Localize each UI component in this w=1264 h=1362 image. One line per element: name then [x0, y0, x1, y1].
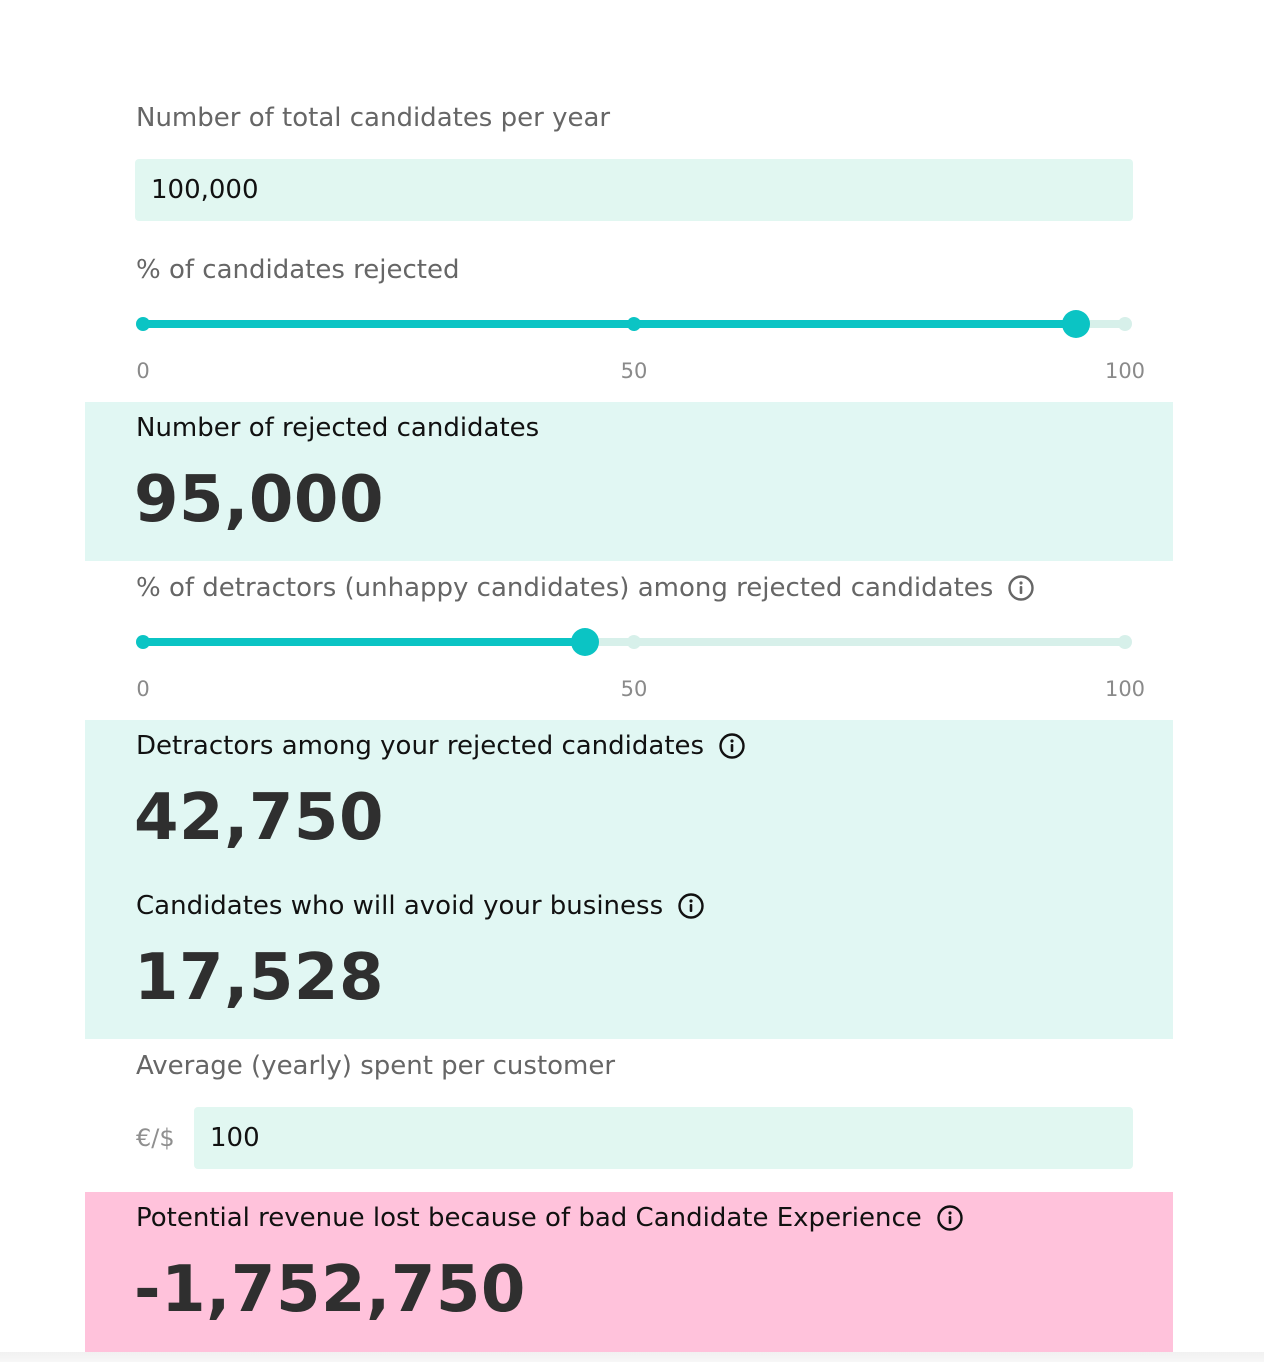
slider-tick-label-max: 100 [1104, 677, 1146, 701]
total-candidates-input[interactable] [135, 159, 1133, 221]
slider-mark-50 [627, 635, 641, 649]
avg-spend-label: Average (yearly) spent per customer [136, 1051, 616, 1081]
slider-tick-label-max: 100 [1104, 359, 1146, 383]
rejected-count-value: 95,000 [134, 463, 384, 537]
revenue-lost-panel [85, 1192, 1173, 1352]
slider-track-fill [143, 320, 1076, 328]
slider-tick-label-mid: 50 [620, 359, 648, 383]
detractors-value: 42,750 [134, 781, 384, 855]
info-icon[interactable] [1007, 574, 1035, 602]
slider-tick-label-mid: 50 [620, 677, 648, 701]
avoiders-value: 17,528 [134, 941, 384, 1015]
slider-tick-label-min: 0 [136, 677, 150, 701]
currency-prefix: €/$ [136, 1124, 175, 1152]
slider-tick-label-min: 0 [136, 359, 150, 383]
slider-mark-50 [627, 317, 641, 331]
slider-mark-100 [1118, 635, 1132, 649]
rejected-count-panel [85, 402, 1173, 561]
slider-mark-0 [136, 317, 150, 331]
info-icon[interactable] [718, 732, 746, 760]
detractors-panel [85, 720, 1173, 1039]
slider-handle[interactable] [1061, 310, 1090, 338]
rejected-pct-label: % of candidates rejected [136, 255, 460, 285]
detractor-pct-label-text: % of detractors (unhappy candidates) amo… [136, 573, 994, 603]
rejected-pct-slider[interactable] [136, 310, 1132, 338]
detractor-pct-slider[interactable] [136, 628, 1132, 656]
revenue-lost-value: -1,752,750 [134, 1253, 526, 1327]
rejected-count-label-text: Number of rejected candidates [136, 413, 540, 443]
avoiders-label-text: Candidates who will avoid your business [136, 891, 664, 921]
info-icon[interactable] [936, 1204, 964, 1232]
avoiders-label: Candidates who will avoid your business [136, 891, 705, 921]
detractor-pct-label: % of detractors (unhappy candidates) amo… [136, 573, 1035, 603]
slider-mark-100 [1118, 317, 1132, 331]
revenue-lost-label: Potential revenue lost because of bad Ca… [136, 1203, 964, 1233]
slider-handle[interactable] [570, 628, 599, 656]
rejected-count-label: Number of rejected candidates [136, 413, 539, 443]
revenue-lost-label-text: Potential revenue lost because of bad Ca… [136, 1203, 922, 1233]
page-bottom-edge [0, 1352, 1264, 1362]
info-icon[interactable] [677, 892, 705, 920]
detractors-label: Detractors among your rejected candidate… [136, 731, 746, 761]
avg-spend-input[interactable] [194, 1107, 1133, 1169]
slider-mark-0 [136, 635, 150, 649]
total-candidates-label: Number of total candidates per year [136, 103, 611, 133]
detractors-label-text: Detractors among your rejected candidate… [136, 731, 705, 761]
slider-track-fill [143, 638, 585, 646]
